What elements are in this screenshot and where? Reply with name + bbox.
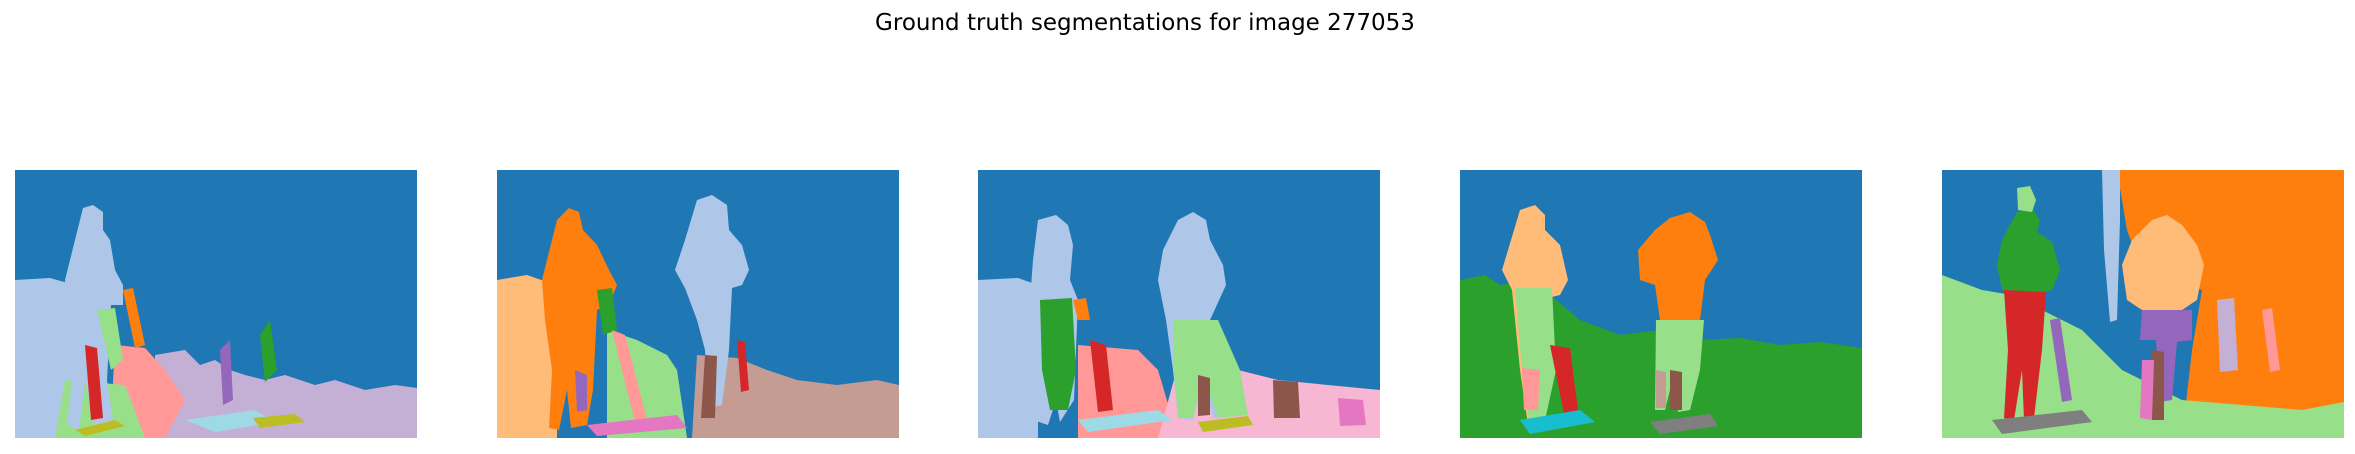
- segmentation-panel-5: [1942, 170, 2344, 438]
- segmentation-map-3: [978, 170, 1380, 438]
- segmentation-map-5: [1942, 170, 2344, 438]
- segmentation-map-2: [497, 170, 899, 438]
- segmentation-panel-3: [978, 170, 1380, 438]
- segmentation-panel-4: [1460, 170, 1862, 438]
- segmentation-map-4: [1460, 170, 1862, 438]
- segmentation-panel-2: [497, 170, 899, 438]
- segmentation-panel-1: [15, 170, 417, 438]
- segmentation-map-1: [15, 170, 417, 438]
- figure-title: Ground truth segmentations for image 277…: [875, 10, 1415, 36]
